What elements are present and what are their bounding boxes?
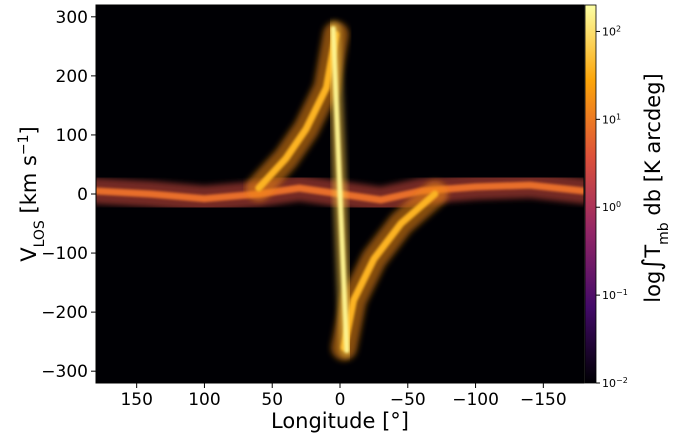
y-tick-label: −300 [41, 362, 88, 382]
y-tick-label: 300 [56, 8, 88, 28]
x-tick-label: −50 [390, 390, 426, 410]
x-axis-title: Longitude [°] [271, 409, 409, 433]
y-tick-label: −200 [41, 303, 88, 323]
colorbar-tick-label: 102 [602, 24, 621, 39]
x-tick-label: −100 [452, 390, 499, 410]
emission-layer [96, 21, 584, 361]
colorbar-label: log∫Tmb db [K arcdeg] [637, 73, 672, 302]
colorbar-tick-label: 10−2 [602, 376, 628, 391]
x-tick-label: 100 [188, 390, 220, 410]
colorbar-ticks: 102 101 100 10−1 10−2 [596, 24, 628, 390]
colorbar-tick-label: 100 [602, 200, 621, 215]
y-axis-ticks: 300 200 100 0 −100 −200 −300 [41, 8, 96, 382]
x-axis-ticks: 150 100 50 0 −50 −100 −150 [120, 383, 567, 410]
colorbar-tick-label: 10−1 [602, 288, 628, 303]
y-tick-label: −100 [41, 244, 88, 264]
x-tick-label: 150 [120, 390, 152, 410]
x-tick-label: −150 [520, 390, 567, 410]
y-tick-label: 0 [77, 185, 88, 205]
x-tick-label: 50 [261, 390, 283, 410]
galactic-center-spike [330, 26, 350, 353]
y-tick-label: 100 [56, 126, 88, 146]
y-axis-title: VLOS [km s−1] [16, 126, 48, 262]
colorbar [584, 4, 597, 384]
y-tick-label: 200 [56, 67, 88, 87]
x-tick-label: 0 [335, 390, 346, 410]
colorbar-tick-label: 101 [602, 112, 621, 127]
